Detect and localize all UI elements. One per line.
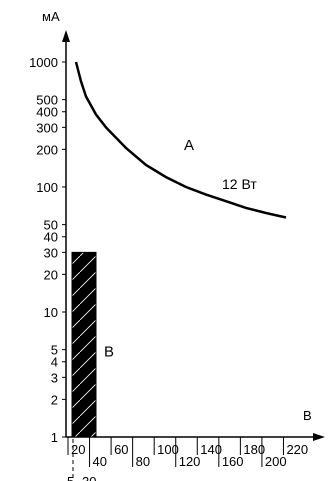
x-sub-ticks: 5 30 [67,439,96,481]
y-tick-label: 1000 [29,55,58,70]
y-axis-arrow [62,30,70,42]
x-tick-label: 220 [286,442,308,457]
y-tick-label: 1 [51,430,58,445]
x-axis-arrow [313,433,325,441]
y-tick-label: 3 [51,370,58,385]
x-tick-label: 80 [136,454,150,469]
y-tick-label: 20 [44,267,58,282]
y-tick-label: 50 [44,218,58,233]
y-tick-label: 30 [44,245,58,260]
x-tick-label: 160 [222,454,244,469]
x-tick-label: 20 [71,442,85,457]
x-tick-label: 200 [265,454,287,469]
y-tick-label: 400 [36,105,58,120]
x-sub-tick-label: 30 [82,474,96,481]
x-tick-label: 180 [243,442,265,457]
region-b-label: B [104,344,114,361]
x-tick-label: 140 [200,442,222,457]
region-b-bar [71,251,97,438]
region-a-label: A [184,137,194,154]
y-tick-label: 5 [51,343,58,358]
x-tick-label: 120 [179,454,201,469]
series-curve-12w [74,61,287,219]
y-tick-label: 4 [51,355,58,370]
y-tick-label: 2 [51,392,58,407]
y-axis-label: мА [42,9,60,24]
series-label-12w: 12 Вт [222,176,257,192]
y-tick-label: 300 [36,120,58,135]
y-tick-label: 40 [44,230,58,245]
x-tick-label: 40 [93,454,107,469]
x-tick-label: 60 [114,442,128,457]
x-tick-label: 100 [157,442,179,457]
y-tick-label: 500 [36,93,58,108]
x-sub-tick-label: 5 [67,474,74,481]
axes [62,30,325,441]
y-tick-label: 10 [44,305,58,320]
x-axis-label: В [303,408,312,423]
y-tick-label: 100 [36,180,58,195]
y-tick-label: 200 [36,142,58,157]
